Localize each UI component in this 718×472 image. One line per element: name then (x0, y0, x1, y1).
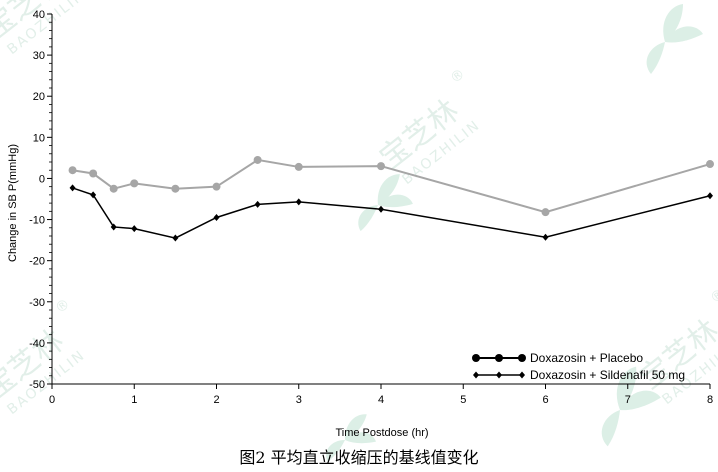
y-tick-label: 30 (33, 50, 45, 62)
y-tick-label: -20 (29, 256, 45, 268)
legend-marker (495, 354, 503, 362)
data-point (378, 205, 384, 213)
figure-caption: 图2 平均直立收缩压的基线值变化 (239, 448, 479, 467)
watermark-leaf-icon (326, 414, 377, 462)
x-tick-label: 2 (213, 394, 219, 406)
watermark-reg-mark: ® (52, 295, 74, 317)
leaf-petal-icon (601, 410, 620, 447)
data-point (213, 214, 220, 221)
data-point (294, 162, 303, 171)
leaf-petal-icon (646, 42, 665, 74)
leaf-petal-icon (326, 439, 345, 462)
data-point (212, 182, 221, 191)
data-point (68, 166, 77, 175)
legend-marker (496, 371, 502, 379)
series-line (72, 187, 711, 239)
leaf-petal-icon (377, 174, 400, 205)
y-tick-label: -30 (29, 297, 45, 309)
x-tick-label: 4 (378, 394, 384, 406)
y-tick-label: 0 (39, 173, 45, 185)
x-tick-label: 1 (131, 394, 137, 406)
y-tick-label: 40 (33, 9, 45, 21)
watermark-leaf-icon (358, 174, 413, 232)
y-tick-label: -40 (29, 338, 45, 350)
data-point (131, 225, 138, 233)
watermark-reg-mark: ® (447, 65, 469, 87)
data-point (253, 155, 262, 164)
y-tick-label: 20 (33, 91, 45, 103)
leaf-petal-icon (665, 26, 703, 43)
data-point (542, 233, 549, 241)
axes: 40 30 20 10 0 -10 -20 -30 -40 -50 0 1 2 3 4 5 6 7 8 (29, 9, 713, 406)
legend-marker (518, 354, 526, 362)
y-tick-label: -50 (29, 379, 45, 391)
y-tick-label: -10 (29, 215, 45, 227)
watermark-leaf-icon (646, 4, 703, 74)
watermark-leaf-icon (601, 366, 661, 447)
legend-marker (473, 371, 479, 379)
data-point (707, 192, 713, 200)
legend: Doxazosin + Placebo Doxazosin + Sildenafi… (472, 351, 685, 382)
data-point (172, 234, 179, 242)
x-tick-label: 6 (542, 394, 548, 406)
y-axis-title: Change in SB P(mmHg) (7, 144, 19, 262)
data-point (706, 160, 714, 169)
watermark-reg-mark: ® (707, 285, 718, 307)
x-tick-label: 0 (49, 394, 55, 406)
data-point (171, 184, 180, 193)
series-2 (69, 184, 713, 242)
data-point (109, 184, 118, 193)
data-point (254, 200, 261, 208)
legend-marker (519, 371, 525, 379)
data-point (377, 162, 385, 171)
x-tick-label: 5 (460, 394, 466, 406)
y-tick-label: 10 (33, 132, 45, 144)
leaf-petal-icon (616, 366, 637, 410)
data-point (110, 223, 117, 231)
legend-label: Doxazosin + Placebo (530, 351, 643, 365)
x-axis-title: Time Postdose (hr) (335, 427, 428, 439)
data-point (541, 208, 550, 217)
leaf-petal-icon (358, 205, 378, 232)
leaf-petal-icon (344, 414, 367, 440)
x-tick-label: 8 (707, 394, 713, 406)
legend-marker (472, 354, 480, 362)
series-1 (68, 155, 714, 217)
data-point (69, 184, 76, 192)
leaf-petal-icon (620, 390, 661, 411)
data-point (295, 198, 302, 206)
x-tick-label: 3 (296, 394, 302, 406)
leaf-petal-icon (663, 4, 683, 42)
data-point (90, 191, 97, 199)
data-point (130, 179, 139, 188)
data-point (89, 169, 98, 178)
legend-label: Doxazosin + Sildenafil 50 mg (530, 368, 685, 382)
x-tick-label: 7 (625, 394, 631, 406)
